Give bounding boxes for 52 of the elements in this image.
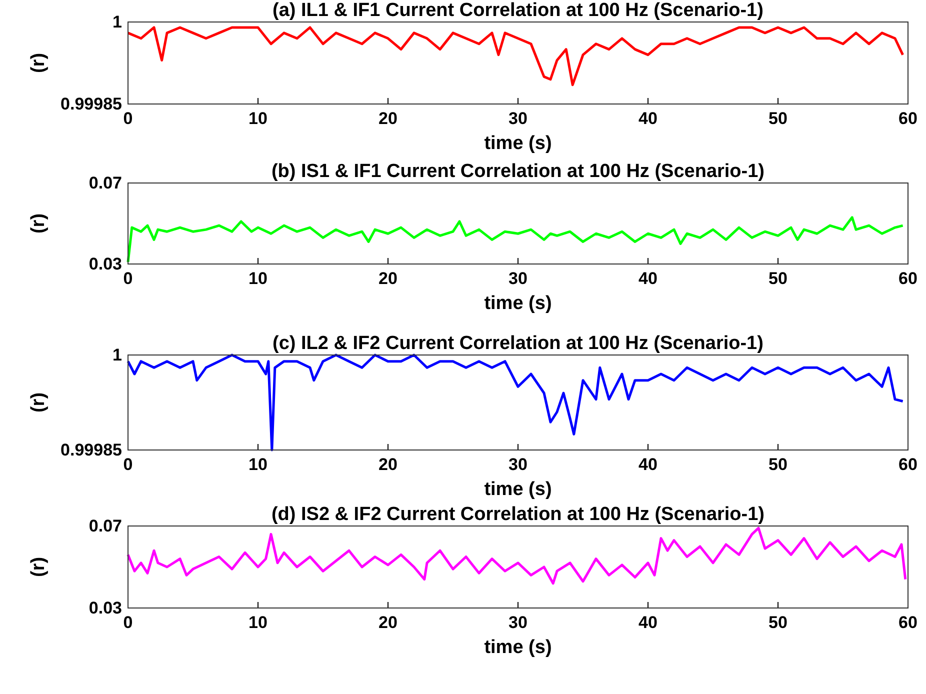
x-tick-label: 30 <box>508 269 528 288</box>
y-axis-title: (r) <box>28 392 49 413</box>
y-tick-label: 0.03 <box>88 598 122 618</box>
x-axis-title: time (s) <box>484 133 552 154</box>
x-axis-title: time (s) <box>484 293 552 314</box>
x-tick-label: 60 <box>898 109 918 128</box>
y-tick-label: 1 <box>112 345 122 364</box>
y-axis-title: (r) <box>28 556 49 578</box>
y-tick-label: 0.99985 <box>60 440 122 460</box>
chart-title: (d) IS2 & IF2 Current Correlation at 100 Hz (Scenario-1) <box>271 504 765 525</box>
y-tick-label: 0.07 <box>88 173 122 192</box>
x-tick-label: 50 <box>768 455 788 474</box>
x-axis-title: time (s) <box>484 479 552 500</box>
y-tick-label: 1 <box>112 12 122 32</box>
x-tick-label: 10 <box>248 613 268 632</box>
x-tick-label: 60 <box>898 613 918 632</box>
line-series <box>126 526 907 585</box>
x-tick-label: 30 <box>508 109 528 128</box>
x-tick-label: 50 <box>768 613 788 632</box>
x-tick-label: 10 <box>248 269 268 288</box>
y-tick-label: 0.03 <box>88 254 122 274</box>
x-tick-label: 40 <box>638 269 658 288</box>
x-axis-title: time (s) <box>484 637 552 658</box>
line-series <box>126 216 904 264</box>
y-axis-title: (r) <box>28 52 49 74</box>
x-tick-label: 20 <box>378 269 398 288</box>
chart-title: (a) IL1 & IF1 Current Correlation at 100 Hz (Scenario-1) <box>272 0 764 21</box>
chart-title: (b) IS1 & IF1 Current Correlation at 100 Hz (Scenario-1) <box>271 161 765 182</box>
x-tick-label: 50 <box>768 269 788 288</box>
line-series <box>126 26 904 86</box>
y-axis-title: (r) <box>28 213 49 234</box>
x-tick-label: 60 <box>898 269 918 288</box>
line-series <box>126 354 904 452</box>
x-tick-label: 0 <box>123 455 133 474</box>
x-tick-label: 0 <box>123 269 133 288</box>
x-tick-label: 40 <box>638 613 658 632</box>
x-tick-label: 20 <box>378 455 398 474</box>
x-tick-label: 40 <box>638 455 658 474</box>
x-tick-label: 30 <box>508 455 528 474</box>
x-tick-label: 0 <box>123 613 133 632</box>
x-tick-label: 60 <box>898 455 918 474</box>
x-tick-label: 50 <box>768 109 788 128</box>
x-tick-label: 30 <box>508 613 528 632</box>
x-tick-label: 10 <box>248 109 268 128</box>
x-tick-label: 10 <box>248 455 268 474</box>
x-tick-label: 20 <box>378 613 398 632</box>
chart-title: (c) IL2 & IF2 Current Correlation at 100 Hz (Scenario-1) <box>272 333 764 354</box>
x-tick-label: 20 <box>378 109 398 128</box>
y-tick-label: 0.07 <box>88 516 122 536</box>
x-tick-label: 0 <box>123 109 133 128</box>
y-tick-label: 0.99985 <box>60 94 122 114</box>
x-tick-label: 40 <box>638 109 658 128</box>
